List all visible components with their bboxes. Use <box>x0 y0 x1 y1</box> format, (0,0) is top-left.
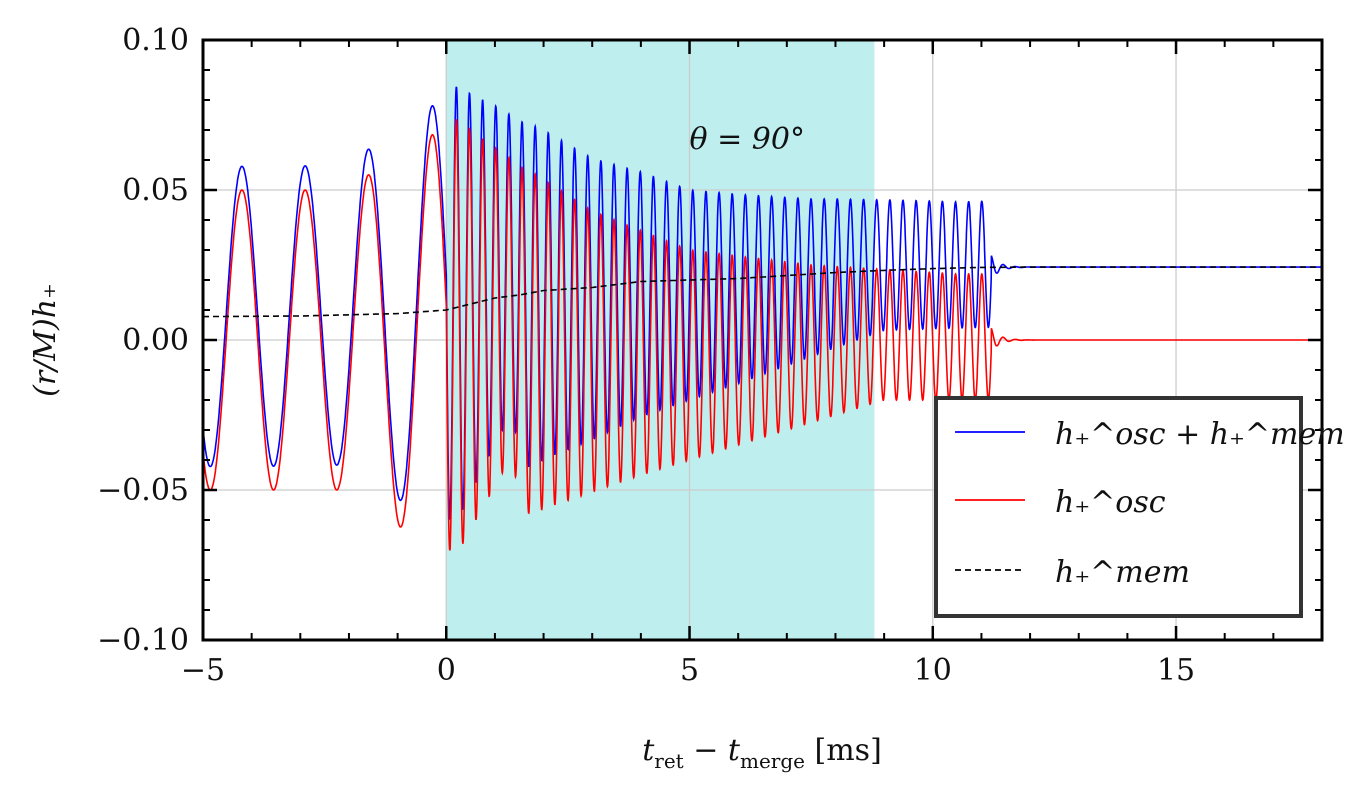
legend-label-sum: h₊^osc + h₊^mem <box>1055 417 1345 452</box>
series-line-mem <box>203 266 1320 318</box>
legend-box <box>934 396 1303 618</box>
y-tick-label: 0.10 <box>122 23 189 58</box>
x-tick-label: 15 <box>1157 653 1195 688</box>
legend-label-mem: h₊^mem <box>1055 555 1190 590</box>
theta-annotation: θ = 90° <box>690 122 805 157</box>
ticks-layer: −5 0 5 10 15 −0.10 −0.05 0.00 0.05 0.10 <box>97 23 1323 688</box>
legend-label-osc: h₊^osc <box>1055 485 1166 520</box>
y-tick-label: −0.05 <box>97 473 189 508</box>
x-axis-title-mid: − <box>684 733 728 768</box>
x-axis-title-unit: [ms] <box>805 733 882 768</box>
x-axis-title-sub2: merge <box>740 749 805 773</box>
x-tick-label: 10 <box>914 653 952 688</box>
y-tick-label: 0.05 <box>122 173 189 208</box>
x-tick-label: 5 <box>680 653 699 688</box>
x-axis-title-t1: t <box>642 733 655 768</box>
x-axis-title-sub1: ret <box>654 749 683 773</box>
x-axis-title: tret − tmerge [ms] <box>642 733 882 773</box>
series-layer <box>203 86 1322 551</box>
legend: h₊^osc + h₊^mem h₊^osc h₊^mem <box>934 396 1345 618</box>
x-axis-title-t2: t <box>728 733 741 768</box>
x-tick-label: 0 <box>437 653 456 688</box>
y-tick-label: −0.10 <box>97 623 189 658</box>
x-tick-label: −5 <box>181 653 225 688</box>
y-tick-label: 0.00 <box>122 323 189 358</box>
series-line-osc <box>203 119 1322 551</box>
y-axis-title: (r/M)h₊ <box>28 283 63 397</box>
